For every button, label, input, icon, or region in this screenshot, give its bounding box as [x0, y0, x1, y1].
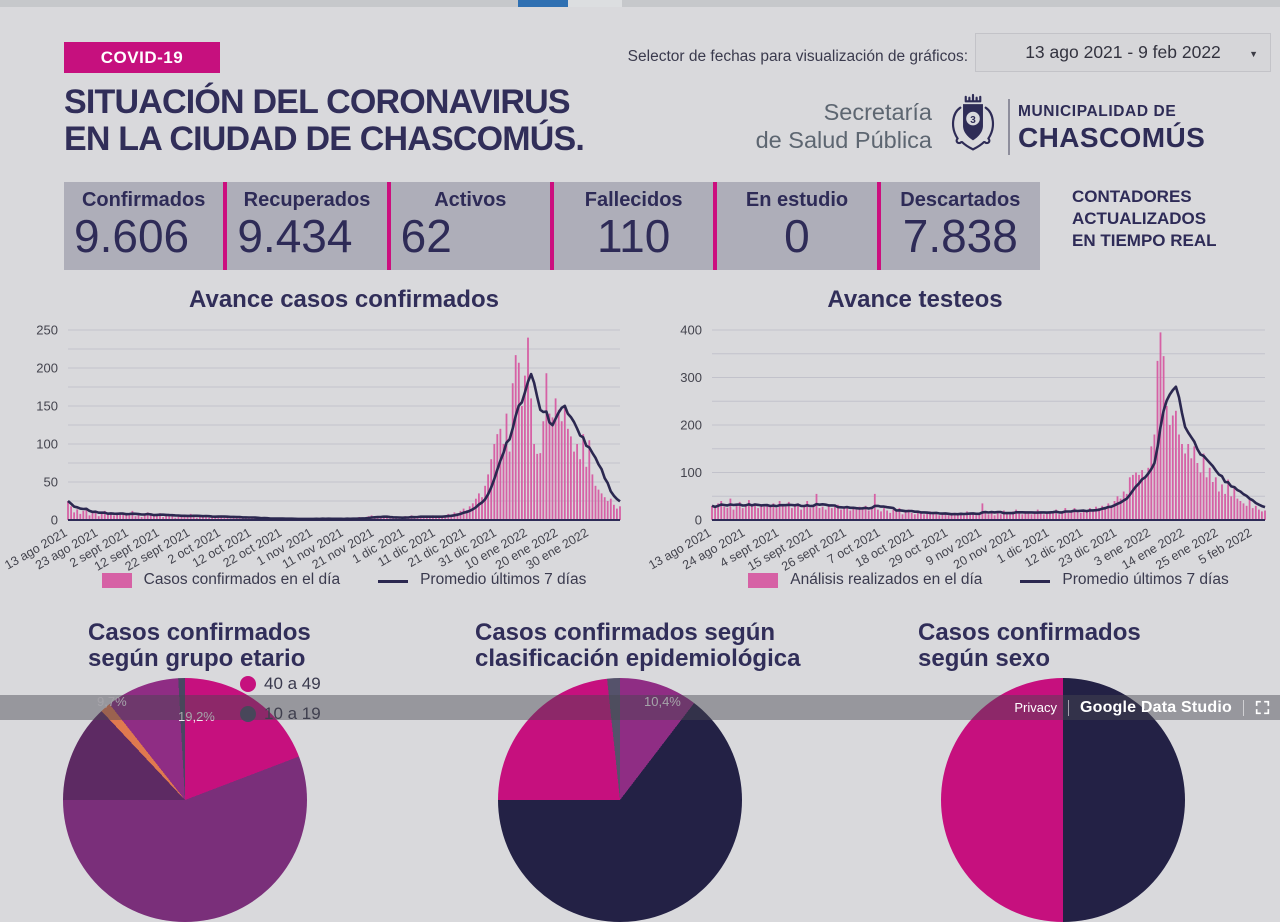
fullscreen-icon[interactable]	[1255, 700, 1270, 715]
counter-descartados: Descartados 7.838	[881, 182, 1040, 270]
legend-label: Promedio últimos 7 días	[420, 571, 587, 588]
svg-text:400: 400	[680, 323, 702, 338]
svg-text:0: 0	[51, 513, 58, 528]
legend-dot	[240, 706, 256, 722]
logo-divider	[1008, 99, 1010, 155]
pie-slice-label: 10,4%	[644, 694, 681, 709]
counter-label: En estudio	[745, 189, 849, 211]
bar-swatch	[101, 572, 132, 588]
legend-label: Promedio últimos 7 días	[1062, 571, 1229, 588]
counter-value: 0	[784, 210, 810, 262]
counter-label: Descartados	[900, 189, 1021, 211]
counter-activos: Activos 62	[391, 182, 554, 270]
legend-testeos: Análisis realizados en el día Promedio ú…	[712, 571, 1265, 589]
svg-text:3: 3	[970, 115, 976, 126]
svg-text:200: 200	[36, 361, 58, 376]
counters-bar: Confirmados 9.606 Recuperados 9.434 Acti…	[64, 182, 1040, 270]
pie-title-sexo: Casos confirmados según sexo	[918, 619, 1141, 672]
legend-label: Análisis realizados en el día	[790, 571, 983, 588]
pie-title-clasificacion: Casos confirmados según clasificación ep…	[475, 619, 801, 672]
counter-label: Fallecidos	[584, 189, 683, 211]
date-range-value: 13 ago 2021 - 9 feb 2022	[1025, 42, 1221, 62]
svg-text:200: 200	[680, 418, 702, 433]
legend-confirmados: Casos confirmados en el día Promedio últ…	[68, 571, 620, 589]
datastudio-footer-bar: Privacy Google Data Studio	[0, 695, 1280, 720]
counter-value: 110	[596, 210, 671, 262]
svg-text:300: 300	[680, 370, 702, 385]
counter-recuperados: Recuperados 9.434	[227, 182, 391, 270]
counter-label: Activos	[434, 189, 507, 211]
chart-title-confirmados: Avance casos confirmados	[189, 286, 499, 313]
legend-label: Casos confirmados en el día	[143, 571, 341, 588]
pie-legend-grupo-etario: 40 a 49 10 a 19	[240, 672, 321, 732]
municipality-crest-icon: 3	[944, 93, 1002, 160]
pie-slice-label: 9,7%	[97, 694, 127, 709]
top-scroll-strip	[0, 0, 1280, 7]
covid-badge: COVID-19	[64, 42, 220, 73]
svg-text:150: 150	[36, 399, 58, 414]
footer-divider	[1243, 699, 1244, 716]
counter-fallecidos: Fallecidos 110	[554, 182, 718, 270]
counter-value: 9.606	[74, 210, 190, 262]
line-swatch	[378, 579, 409, 583]
counter-label: Recuperados	[243, 189, 371, 211]
page-title: SITUACIÓN DEL CORONAVIRUS EN LA CIUDAD D…	[64, 83, 585, 159]
line-swatch	[1020, 579, 1051, 583]
footer-divider	[1067, 699, 1069, 716]
legend-label: 10 a 19	[264, 704, 321, 723]
scrollbar-track-light	[568, 0, 622, 7]
svg-text:50: 50	[44, 475, 58, 490]
legend-dot	[240, 676, 256, 692]
counter-value: 9.434	[237, 210, 353, 262]
bar-swatch	[748, 572, 779, 588]
google-data-studio-logo: Google Data Studio	[1079, 698, 1232, 716]
privacy-link[interactable]: Privacy	[1014, 700, 1057, 715]
counter-confirmados: Confirmados 9.606	[64, 182, 228, 270]
counter-value: 7.838	[902, 210, 1018, 262]
chart-title-testeos: Avance testeos	[827, 286, 1003, 313]
municipality-name: MUNICIPALIDAD DE CHASCOMÚS	[1018, 103, 1206, 153]
svg-text:100: 100	[36, 437, 58, 452]
pie-title-grupo-etario: Casos confirmados según grupo etario	[88, 619, 311, 672]
counter-en-estudio: En estudio 0	[717, 182, 881, 270]
date-range-dropdown[interactable]: 13 ago 2021 - 9 feb 2022 ▼	[975, 33, 1271, 72]
realtime-note: CONTADORES ACTUALIZADOS EN TIEMPO REAL	[1072, 187, 1217, 250]
org-name: Secretaría de Salud Pública	[755, 99, 932, 153]
legend-label: 40 a 49	[264, 674, 321, 693]
counter-value: 62	[400, 210, 452, 262]
svg-text:0: 0	[695, 513, 702, 528]
counter-label: Confirmados	[81, 189, 206, 211]
date-selector-label: Selector de fechas para visualización de…	[627, 48, 968, 65]
svg-text:250: 250	[36, 323, 58, 338]
scrollbar-thumb[interactable]	[518, 0, 568, 7]
svg-text:100: 100	[680, 465, 702, 480]
chevron-down-icon: ▼	[1249, 49, 1258, 59]
